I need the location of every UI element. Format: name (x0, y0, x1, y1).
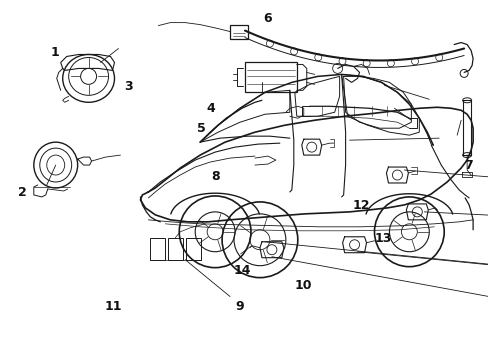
Text: 3: 3 (124, 80, 133, 93)
Text: 4: 4 (205, 103, 214, 116)
Text: 12: 12 (352, 199, 369, 212)
Bar (168, 238, 183, 260)
Text: 7: 7 (463, 159, 472, 172)
Bar (244, 62, 296, 92)
Text: 8: 8 (210, 170, 219, 183)
Text: 11: 11 (104, 300, 122, 313)
Text: 10: 10 (294, 279, 311, 292)
Bar (150, 238, 165, 260)
Text: 9: 9 (235, 300, 244, 313)
Bar (186, 238, 201, 260)
Text: 13: 13 (374, 231, 391, 244)
Text: 2: 2 (18, 186, 26, 199)
Bar (229, 24, 247, 39)
Text: 1: 1 (50, 46, 59, 59)
Text: 6: 6 (263, 12, 272, 25)
Text: 5: 5 (197, 122, 205, 135)
Text: 14: 14 (233, 264, 250, 277)
